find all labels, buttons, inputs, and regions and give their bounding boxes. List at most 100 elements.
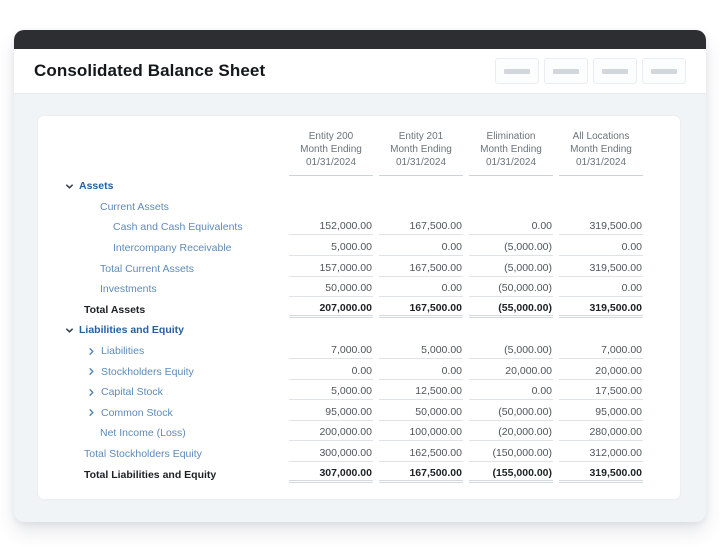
- value-cell: 319,500.00: [559, 466, 643, 484]
- value-cell: 95,000.00: [559, 405, 643, 421]
- row-label-current-assets[interactable]: Current Assets: [65, 201, 283, 213]
- value-cell: 7,000.00: [289, 343, 373, 360]
- table-row: Total Liabilities and Equity 307,000.00 16…: [65, 464, 680, 485]
- row-label-text: Assets: [79, 180, 114, 193]
- value-cell: 0.00: [379, 281, 463, 298]
- value-cell: 319,500.00: [559, 261, 643, 277]
- column-header-elimination: Elimination Month Ending 01/31/2024: [469, 130, 553, 176]
- page-title: Consolidated Balance Sheet: [34, 61, 266, 80]
- value-cell: 152,000.00: [289, 219, 373, 236]
- value-cell: 167,500.00: [379, 301, 463, 319]
- column-header-entity-201: Entity 201 Month Ending 01/31/2024: [379, 130, 463, 176]
- row-label-text: Cash and Cash Equivalents: [113, 221, 243, 234]
- value-cell: 300,000.00: [289, 446, 373, 463]
- column-entity: Entity 201: [398, 131, 444, 142]
- column-entity: Elimination: [486, 131, 536, 142]
- value-cell: [469, 178, 553, 194]
- value-cell: 207,000.00: [289, 301, 373, 319]
- value-cell: 0.00: [469, 219, 553, 236]
- row-label-net-income-loss[interactable]: Net Income (Loss): [65, 427, 283, 439]
- value-cell: 167,500.00: [379, 261, 463, 277]
- row-label-liabilities[interactable]: Liabilities: [65, 345, 283, 357]
- value-cell: 0.00: [379, 364, 463, 380]
- row-label-stockholders-equity[interactable]: Stockholders Equity: [65, 366, 283, 378]
- value-cell: 200,000.00: [289, 425, 373, 442]
- toolbar-button-3[interactable]: [593, 58, 637, 84]
- row-label-total-stockholders-equity[interactable]: Total Stockholders Equity: [65, 448, 283, 460]
- column-date: 01/31/2024: [575, 157, 627, 168]
- value-cell: 20,000.00: [559, 364, 643, 380]
- value-cell: 307,000.00: [289, 466, 373, 484]
- chevron-down-icon: [65, 182, 74, 191]
- table-row: Assets: [65, 176, 680, 197]
- table-row: Common Stock 95,000.00 50,000.00 (50,000.00…: [65, 403, 680, 424]
- row-label-cash-and-cash-equivalents[interactable]: Cash and Cash Equivalents: [65, 221, 283, 233]
- table-row: Cash and Cash Equivalents 152,000.00 167,5…: [65, 217, 680, 238]
- value-cell: [559, 178, 643, 194]
- toolbar-button-4[interactable]: [642, 58, 686, 84]
- row-label-column-header: [65, 130, 283, 176]
- row-label-common-stock[interactable]: Common Stock: [65, 407, 283, 419]
- table-row: Liabilities and Equity: [65, 320, 680, 341]
- toolbar: [495, 58, 686, 84]
- value-cell: [379, 178, 463, 194]
- table-row: Current Assets: [65, 197, 680, 218]
- value-cell: (150,000.00): [469, 446, 553, 463]
- row-label-intercompany-receivable[interactable]: Intercompany Receivable: [65, 242, 283, 254]
- value-cell: (50,000.00): [469, 405, 553, 421]
- column-date: 01/31/2024: [395, 157, 447, 168]
- column-period: Month Ending: [300, 144, 362, 155]
- button-label-placeholder: [504, 68, 530, 74]
- column-period: Month Ending: [570, 144, 632, 155]
- value-cell: [559, 322, 643, 338]
- value-cell: 167,500.00: [379, 219, 463, 236]
- row-label-text: Total Assets: [84, 303, 146, 316]
- value-cell: [379, 199, 463, 215]
- value-cell: 162,500.00: [379, 446, 463, 463]
- value-cell: 20,000.00: [469, 364, 553, 380]
- table-row: Total Current Assets 157,000.00 167,500.00…: [65, 258, 680, 279]
- row-label-total-current-assets[interactable]: Total Current Assets: [65, 263, 283, 275]
- column-header-entity-200: Entity 200 Month Ending 01/31/2024: [289, 130, 373, 176]
- row-label-liabilities-and-equity[interactable]: Liabilities and Equity: [65, 324, 283, 336]
- table-header: Entity 200 Month Ending 01/31/2024 Entity 2…: [65, 130, 680, 176]
- value-cell: [289, 322, 373, 338]
- toolbar-button-1[interactable]: [495, 58, 539, 84]
- toolbar-button-2[interactable]: [544, 58, 588, 84]
- value-cell: [289, 178, 373, 194]
- value-cell: 319,500.00: [559, 301, 643, 319]
- table-row: Total Assets 207,000.00 167,500.00 (55,000.…: [65, 300, 680, 321]
- value-cell: 0.00: [469, 384, 553, 401]
- table-row: Intercompany Receivable 5,000.00 0.00 (5,00…: [65, 238, 680, 259]
- table-row: Investments 50,000.00 0.00 (50,000.00) 0.00: [65, 279, 680, 300]
- table-row: Stockholders Equity 0.00 0.00 20,000.00 20,0…: [65, 361, 680, 382]
- value-cell: 17,500.00: [559, 384, 643, 401]
- app-header: Consolidated Balance Sheet: [14, 49, 706, 94]
- row-label-assets[interactable]: Assets: [65, 180, 283, 192]
- chevron-down-icon: [65, 326, 74, 335]
- table-body: Assets Current Assets Cash and Cash Equiva…: [65, 176, 680, 485]
- row-label-capital-stock[interactable]: Capital Stock: [65, 386, 283, 398]
- chevron-right-icon: [87, 408, 96, 417]
- value-cell: (5,000.00): [469, 261, 553, 277]
- value-cell: 167,500.00: [379, 466, 463, 484]
- table-row: Liabilities 7,000.00 5,000.00 (5,000.00) 7,0…: [65, 341, 680, 362]
- row-label-investments[interactable]: Investments: [65, 283, 283, 295]
- column-entity: All Locations: [572, 131, 630, 142]
- value-cell: (50,000.00): [469, 281, 553, 298]
- row-label-total-liabilities-and-equity: Total Liabilities and Equity: [65, 469, 283, 481]
- value-cell: 5,000.00: [289, 384, 373, 401]
- row-label-text: Investments: [100, 283, 157, 296]
- value-cell: 157,000.00: [289, 261, 373, 277]
- button-label-placeholder: [553, 68, 579, 74]
- value-cell: 0.00: [559, 281, 643, 298]
- value-cell: [289, 199, 373, 215]
- table-row: Total Stockholders Equity 300,000.00 162,5…: [65, 444, 680, 465]
- value-cell: 5,000.00: [289, 240, 373, 257]
- value-cell: 0.00: [559, 240, 643, 257]
- value-cell: 0.00: [289, 364, 373, 380]
- table-row: Capital Stock 5,000.00 12,500.00 0.00 17,500…: [65, 382, 680, 403]
- value-cell: 12,500.00: [379, 384, 463, 401]
- value-cell: 280,000.00: [559, 425, 643, 442]
- value-cell: 95,000.00: [289, 405, 373, 421]
